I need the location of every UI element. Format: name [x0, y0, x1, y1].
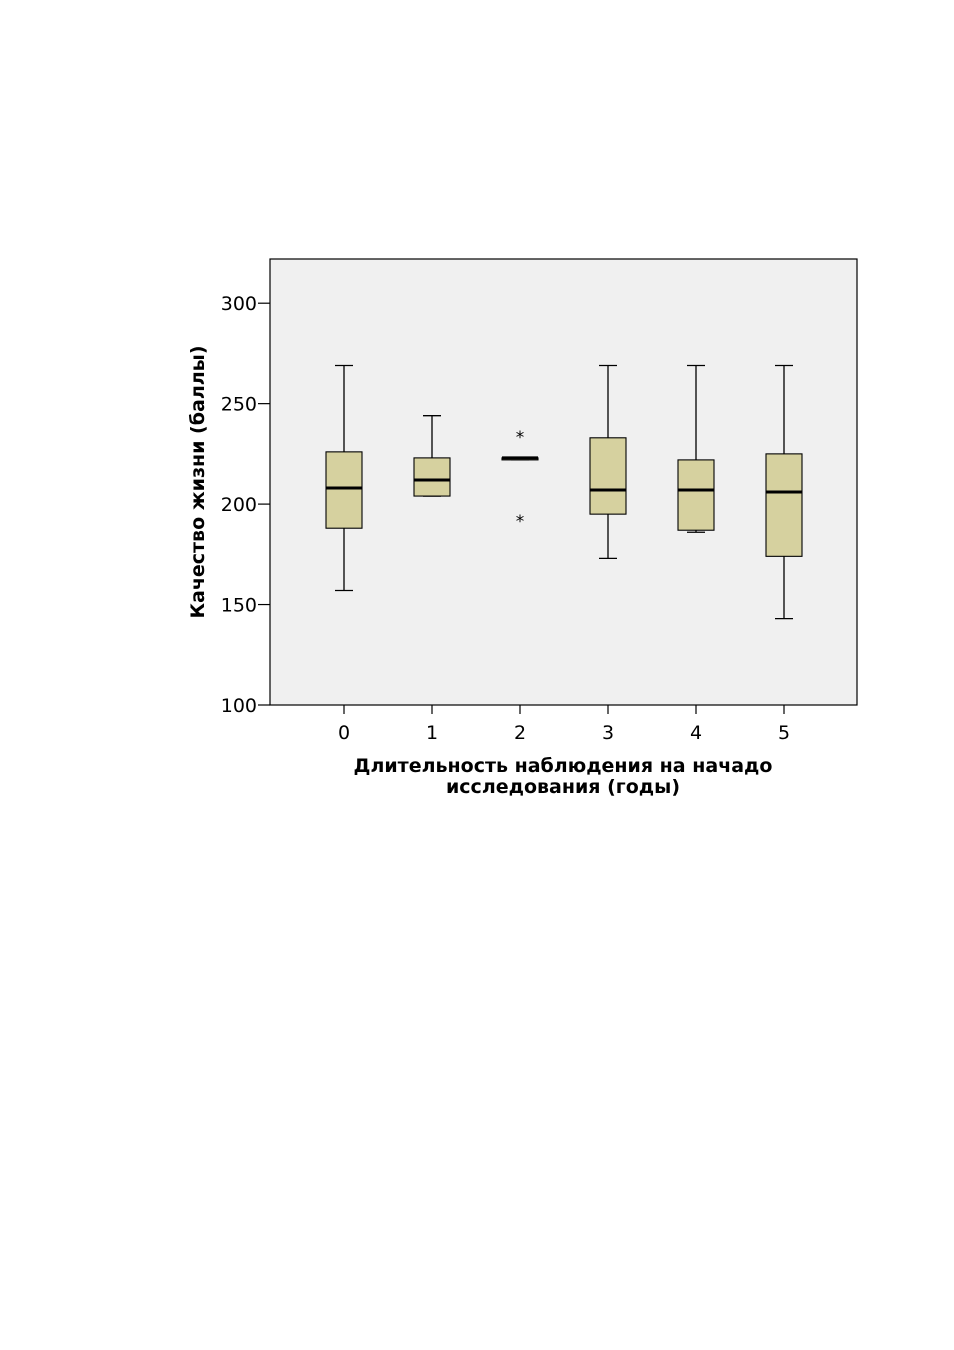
box-group-4: [677, 364, 715, 533]
x-tick-label: 4: [690, 722, 702, 744]
plot-area: [269, 258, 858, 706]
box-group-0: [325, 364, 363, 592]
box: [325, 451, 363, 529]
x-tick-label: 5: [778, 722, 790, 744]
box: [677, 459, 715, 531]
y-tick-label: 200: [221, 494, 257, 516]
y-tick-label: 300: [221, 293, 257, 315]
y-axis: 100 150 200 250 300: [221, 293, 270, 717]
x-axis-title-line-1: Длительность наблюдения на начадо: [354, 755, 773, 777]
x-axis-title-line-2: исследования (годы): [446, 776, 680, 798]
box-group-1: [413, 415, 451, 497]
box-group-2: **: [501, 428, 539, 532]
x-axis: 0 1 2 3 4 5: [338, 705, 790, 744]
box: [589, 437, 627, 515]
box-group-5: [765, 364, 803, 620]
x-tick-label: 3: [602, 722, 614, 744]
box: [413, 457, 451, 497]
y-tick-label: 150: [221, 595, 257, 617]
y-tick-label: 250: [221, 394, 257, 416]
box-group-3: [589, 364, 627, 559]
y-tick-label: 100: [221, 695, 257, 717]
x-tick-label: 2: [514, 722, 526, 744]
boxes: **: [325, 364, 803, 620]
y-axis-title: Качество жизни (баллы): [187, 345, 209, 618]
x-tick-label: 1: [426, 722, 438, 744]
extreme-marker: *: [516, 428, 525, 448]
box: [765, 453, 803, 557]
extreme-marker: *: [516, 512, 525, 532]
x-tick-label: 0: [338, 722, 350, 744]
